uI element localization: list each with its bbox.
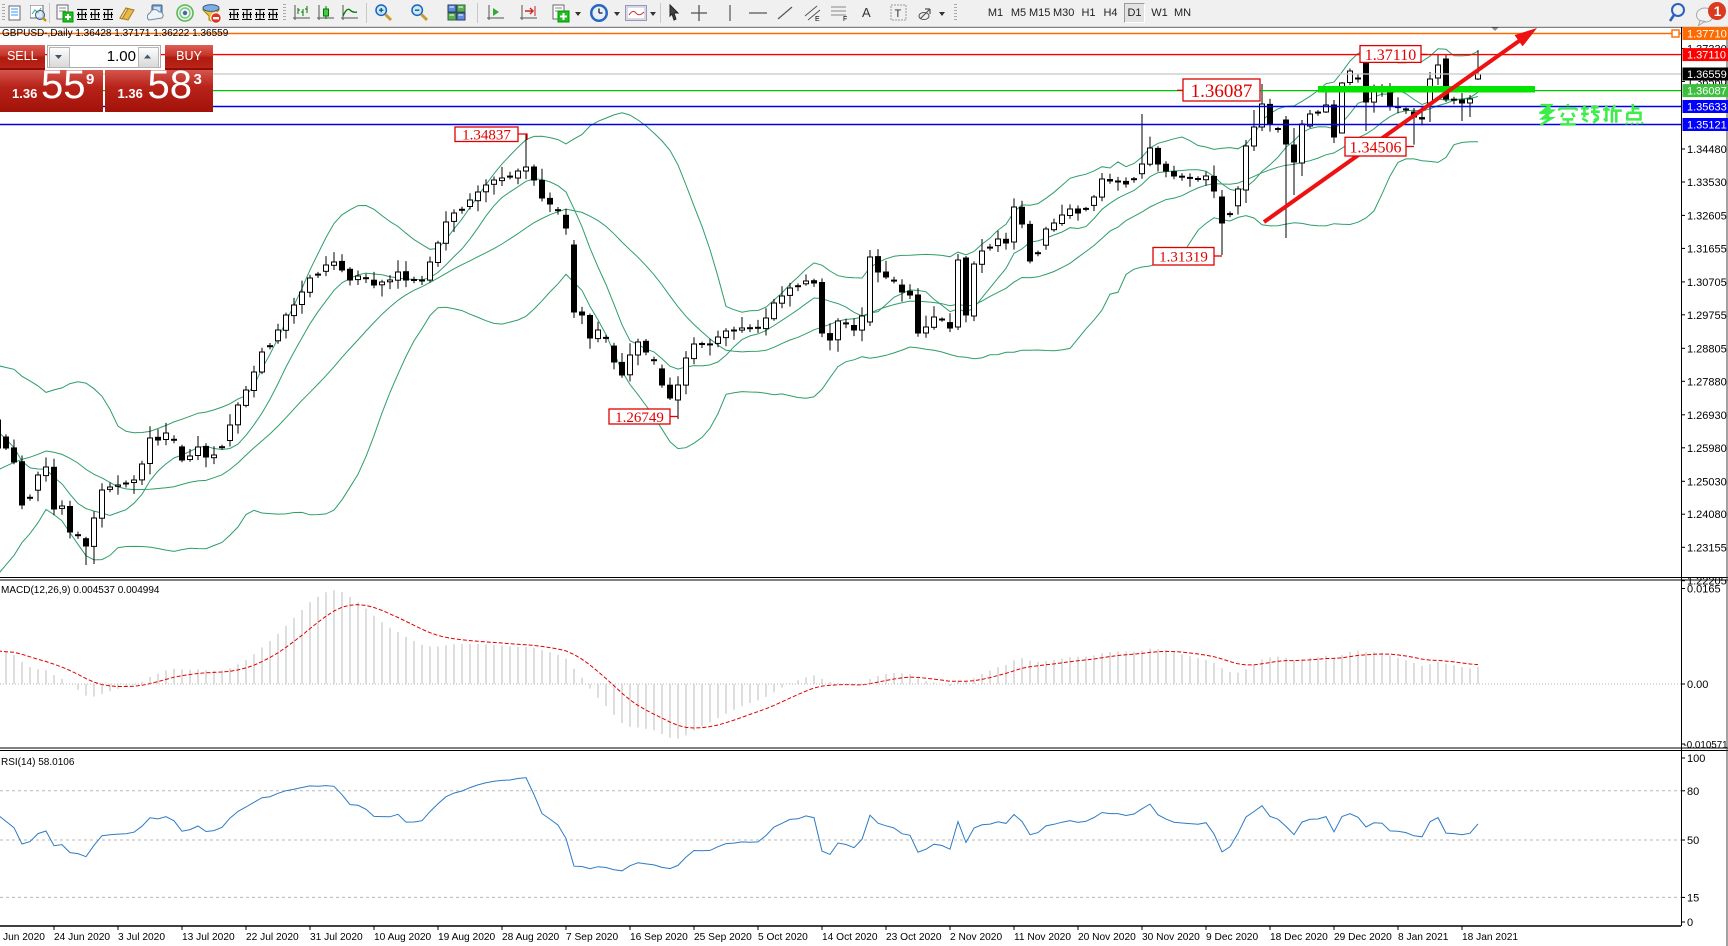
svg-text:30 Nov 2020: 30 Nov 2020 — [1142, 932, 1200, 943]
svg-text:0: 0 — [1687, 917, 1693, 929]
svg-text:25 Sep 2020: 25 Sep 2020 — [694, 932, 752, 943]
svg-text:16 Sep 2020: 16 Sep 2020 — [630, 932, 688, 943]
svg-text:1.34837: 1.34837 — [462, 128, 511, 144]
svg-text:1.24080: 1.24080 — [1687, 509, 1727, 521]
svg-text:1.35633: 1.35633 — [1687, 102, 1727, 114]
svg-text:E: E — [815, 16, 820, 23]
svg-text:1.36559: 1.36559 — [1687, 69, 1727, 81]
svg-text:18 Dec 2020: 18 Dec 2020 — [1270, 932, 1328, 943]
svg-text:T: T — [895, 8, 902, 20]
svg-text:MACD(12,26,9) 0.004537 0.00499: MACD(12,26,9) 0.004537 0.004994 — [1, 585, 160, 596]
svg-text:RSI(14) 58.0106: RSI(14) 58.0106 — [1, 757, 75, 768]
svg-text:14 Oct 2020: 14 Oct 2020 — [822, 932, 878, 943]
svg-text:1.34506: 1.34506 — [1350, 139, 1402, 156]
svg-text:1.37710: 1.37710 — [1687, 29, 1727, 41]
svg-text:20 Nov 2020: 20 Nov 2020 — [1078, 932, 1136, 943]
svg-text:1.26930: 1.26930 — [1687, 410, 1727, 422]
svg-text:80: 80 — [1687, 786, 1699, 798]
svg-text:1.30705: 1.30705 — [1687, 277, 1727, 289]
svg-text:1.37110: 1.37110 — [1365, 47, 1416, 64]
svg-text:1.25030: 1.25030 — [1687, 476, 1727, 488]
svg-text:1.36087: 1.36087 — [1687, 86, 1727, 98]
svg-text:15: 15 — [1687, 892, 1699, 904]
svg-text:3 Jul 2020: 3 Jul 2020 — [118, 932, 165, 943]
svg-text:GBPUSD-,Daily 1.36428 1.37171: GBPUSD-,Daily 1.36428 1.37171 1.36222 1.… — [2, 28, 229, 39]
svg-text:1.23155: 1.23155 — [1687, 542, 1727, 554]
svg-text:1.28805: 1.28805 — [1687, 343, 1727, 355]
svg-text:0.0165: 0.0165 — [1687, 584, 1721, 596]
svg-text:1.29755: 1.29755 — [1687, 310, 1727, 322]
svg-text:-0.010571: -0.010571 — [1684, 740, 1728, 751]
svg-text:31 Jul 2020: 31 Jul 2020 — [310, 932, 363, 943]
svg-text:8 Jan 2021: 8 Jan 2021 — [1398, 932, 1449, 943]
svg-text:0.00: 0.00 — [1687, 679, 1708, 691]
svg-text:13 Jul 2020: 13 Jul 2020 — [182, 932, 235, 943]
svg-text:1: 1 — [1714, 4, 1722, 19]
svg-text:1.22205: 1.22205 — [1687, 576, 1727, 588]
svg-text:1.31319: 1.31319 — [1159, 250, 1208, 266]
svg-text:19 Aug 2020: 19 Aug 2020 — [438, 932, 496, 943]
svg-text:11 Nov 2020: 11 Nov 2020 — [1014, 932, 1071, 943]
svg-text:1.32605: 1.32605 — [1687, 210, 1727, 222]
svg-text:1.36087: 1.36087 — [1191, 81, 1253, 102]
svg-text:1.33530: 1.33530 — [1687, 177, 1727, 189]
svg-text:5 Oct 2020: 5 Oct 2020 — [758, 932, 808, 943]
svg-text:2 Nov 2020: 2 Nov 2020 — [950, 932, 1002, 943]
svg-text:Jun 2020: Jun 2020 — [3, 932, 45, 943]
svg-text:1.31655: 1.31655 — [1687, 243, 1727, 255]
svg-text:1.27880: 1.27880 — [1687, 376, 1727, 388]
svg-text:24 Jun 2020: 24 Jun 2020 — [54, 932, 110, 943]
svg-text:28 Aug 2020: 28 Aug 2020 — [502, 932, 560, 943]
svg-text:50: 50 — [1687, 835, 1699, 847]
svg-text:10 Aug 2020: 10 Aug 2020 — [374, 932, 432, 943]
svg-text:9 Dec 2020: 9 Dec 2020 — [1206, 932, 1258, 943]
svg-text:100: 100 — [1687, 753, 1705, 765]
svg-text:1.34480: 1.34480 — [1687, 144, 1727, 156]
svg-text:18 Jan 2021: 18 Jan 2021 — [1462, 932, 1518, 943]
svg-text:F: F — [843, 16, 847, 23]
svg-text:29 Dec 2020: 29 Dec 2020 — [1334, 932, 1392, 943]
svg-text:23 Oct 2020: 23 Oct 2020 — [886, 932, 942, 943]
svg-text:7 Sep 2020: 7 Sep 2020 — [566, 932, 618, 943]
svg-text:1.26749: 1.26749 — [615, 410, 664, 426]
svg-text:1.37110: 1.37110 — [1687, 50, 1726, 62]
svg-text:22 Jul 2020: 22 Jul 2020 — [246, 932, 299, 943]
svg-text:1.35121: 1.35121 — [1687, 120, 1727, 132]
svg-text:1.25980: 1.25980 — [1687, 443, 1727, 455]
